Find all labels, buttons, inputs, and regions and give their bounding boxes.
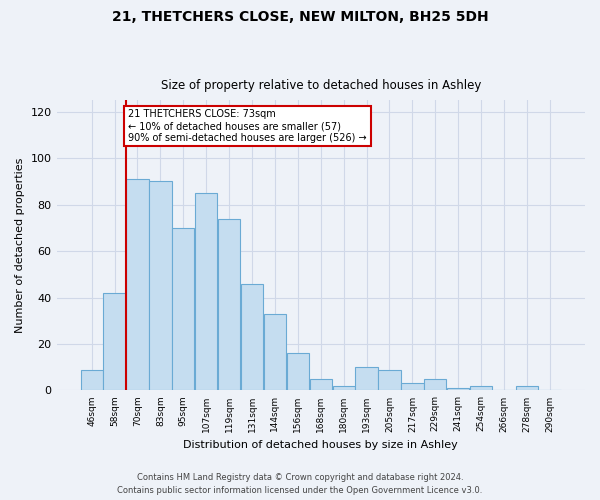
- Bar: [470, 386, 492, 390]
- Bar: [80, 370, 103, 390]
- Bar: [172, 228, 194, 390]
- Bar: [103, 293, 125, 390]
- Bar: [241, 284, 263, 391]
- Bar: [218, 218, 240, 390]
- Text: 21 THETCHERS CLOSE: 73sqm
← 10% of detached houses are smaller (57)
90% of semi-: 21 THETCHERS CLOSE: 73sqm ← 10% of detac…: [128, 110, 367, 142]
- Bar: [127, 179, 149, 390]
- Title: Size of property relative to detached houses in Ashley: Size of property relative to detached ho…: [161, 79, 481, 92]
- Bar: [195, 193, 217, 390]
- Bar: [379, 370, 401, 390]
- Bar: [287, 354, 309, 391]
- Bar: [264, 314, 286, 390]
- Text: Contains HM Land Registry data © Crown copyright and database right 2024.
Contai: Contains HM Land Registry data © Crown c…: [118, 474, 482, 495]
- Bar: [447, 388, 469, 390]
- Bar: [355, 367, 378, 390]
- X-axis label: Distribution of detached houses by size in Ashley: Distribution of detached houses by size …: [184, 440, 458, 450]
- Bar: [310, 379, 332, 390]
- Y-axis label: Number of detached properties: Number of detached properties: [15, 158, 25, 333]
- Bar: [424, 379, 446, 390]
- Bar: [401, 384, 424, 390]
- Bar: [332, 386, 355, 390]
- Bar: [516, 386, 538, 390]
- Text: 21, THETCHERS CLOSE, NEW MILTON, BH25 5DH: 21, THETCHERS CLOSE, NEW MILTON, BH25 5D…: [112, 10, 488, 24]
- Bar: [149, 182, 172, 390]
